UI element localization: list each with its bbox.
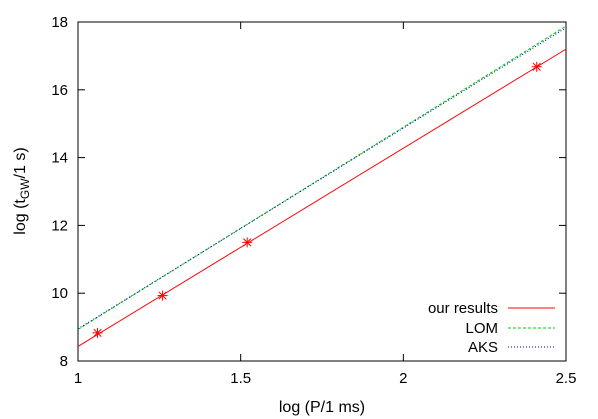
y-axis-label-tail: /1 s) — [12, 147, 29, 178]
y-tick-label-5: 18 — [51, 14, 68, 31]
plot-frame — [77, 21, 567, 362]
y-tick-label-4: 16 — [51, 82, 68, 99]
y-axis-label-sub: GW — [18, 178, 32, 199]
data-point-1 — [157, 290, 168, 301]
legend-label-our-results: our results — [428, 300, 498, 317]
y-tick-label-3: 14 — [51, 150, 68, 167]
data-point-3 — [531, 61, 542, 72]
y-axis-label: log (tGW/1 s) — [12, 147, 32, 234]
series-line-aks — [77, 27, 567, 330]
x-tick-label-3: 2.5 — [556, 370, 577, 387]
x-tick-label-1: 1.5 — [230, 370, 251, 387]
y-tick-label-2: 12 — [51, 217, 68, 234]
x-tick-label-2: 2 — [399, 370, 407, 387]
y-tick-label-0: 8 — [60, 353, 68, 370]
x-axis-label: log (P/1 ms) — [279, 399, 365, 416]
series-line-our-results — [77, 48, 567, 347]
data-point-2 — [242, 237, 253, 248]
legend: our results LOM AKS — [428, 300, 555, 356]
y-axis-label-main: log (t — [12, 199, 29, 235]
y-tick-label-1: 10 — [51, 285, 68, 302]
legend-label-lom: LOM — [465, 320, 498, 337]
ticks-layer: 1 1.5 2 2.5 8 10 12 14 16 18 — [51, 14, 576, 387]
points-layer — [92, 61, 542, 338]
legend-label-aks: AKS — [468, 339, 498, 356]
data-point-0 — [92, 327, 103, 338]
series-line-lom — [77, 25, 567, 330]
x-tick-label-0: 1 — [74, 370, 82, 387]
series-layer — [77, 25, 567, 347]
